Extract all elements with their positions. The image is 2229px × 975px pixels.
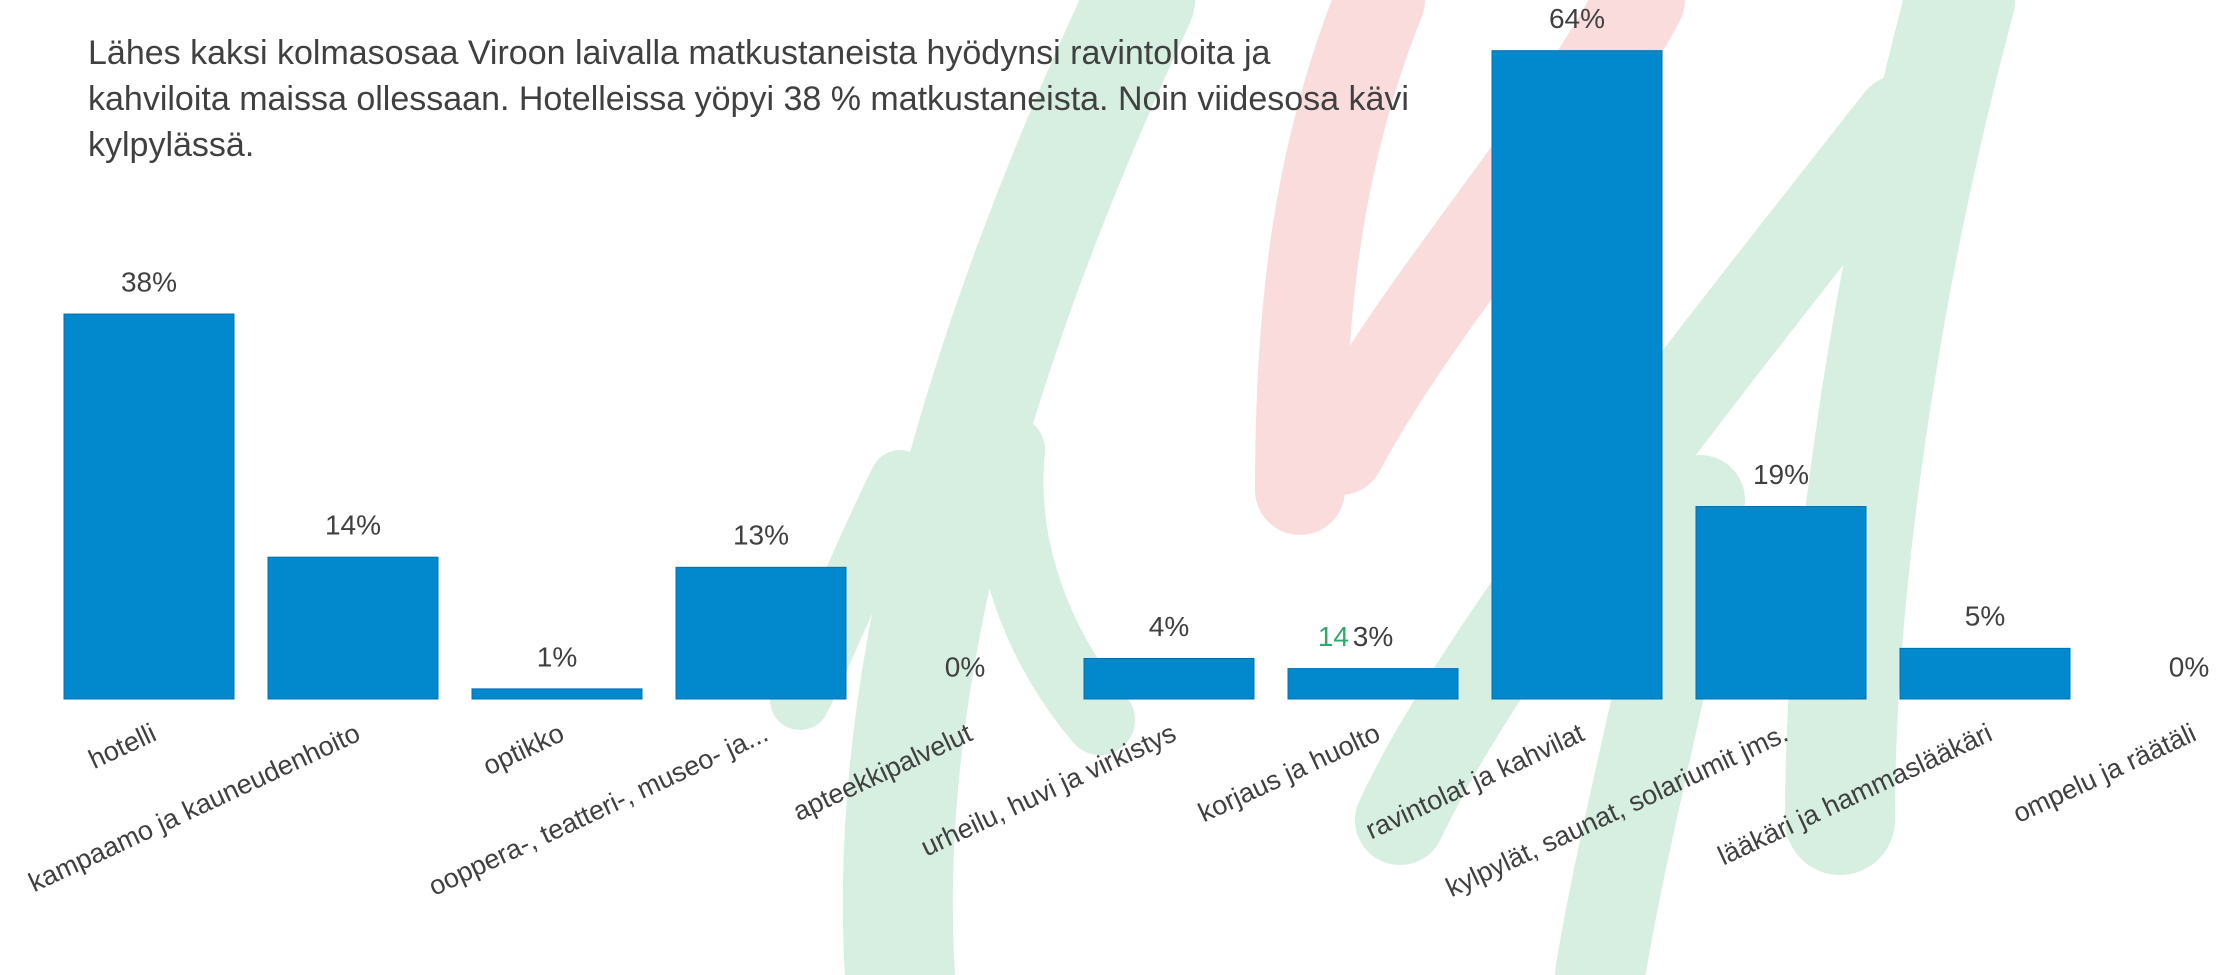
- value-label: 64%: [1549, 3, 1605, 34]
- x-tick-label: optikko: [478, 718, 568, 781]
- x-tick-label: hotelli: [84, 718, 161, 775]
- chart-title: Lähes kaksi kolmasosaa Viroon laivalla m…: [88, 30, 1418, 168]
- value-label: 0%: [945, 651, 985, 682]
- bar: [1900, 648, 2070, 699]
- bar: [1696, 507, 1866, 699]
- value-label: 38%: [121, 266, 177, 297]
- x-tick-label: ompelu ja räätäli: [2008, 718, 2200, 829]
- value-label: 13%: [733, 520, 789, 551]
- bar: [1084, 658, 1254, 699]
- bar: [64, 314, 234, 699]
- bar: [1492, 51, 1662, 699]
- value-label: 3%: [1353, 621, 1393, 652]
- annotation: 14: [1318, 621, 1349, 652]
- x-tick-label: kampaamo ja kauneudenhoito: [24, 718, 365, 898]
- value-label: 4%: [1149, 611, 1189, 642]
- bar: [1288, 669, 1458, 699]
- value-label: 5%: [1965, 601, 2005, 632]
- value-label: 14%: [325, 510, 381, 541]
- bar: [676, 567, 846, 699]
- x-tick-label: ooppera-, teatteri-, museo- ja...: [424, 718, 773, 902]
- bar: [472, 689, 642, 699]
- value-label: 1%: [537, 641, 577, 672]
- page: 38% hotelli 14% kampaamo ja kauneudenhoito 1…: [0, 0, 2229, 975]
- value-label: 19%: [1753, 459, 1809, 490]
- value-label: 0%: [2169, 651, 2209, 682]
- bar: [268, 557, 438, 699]
